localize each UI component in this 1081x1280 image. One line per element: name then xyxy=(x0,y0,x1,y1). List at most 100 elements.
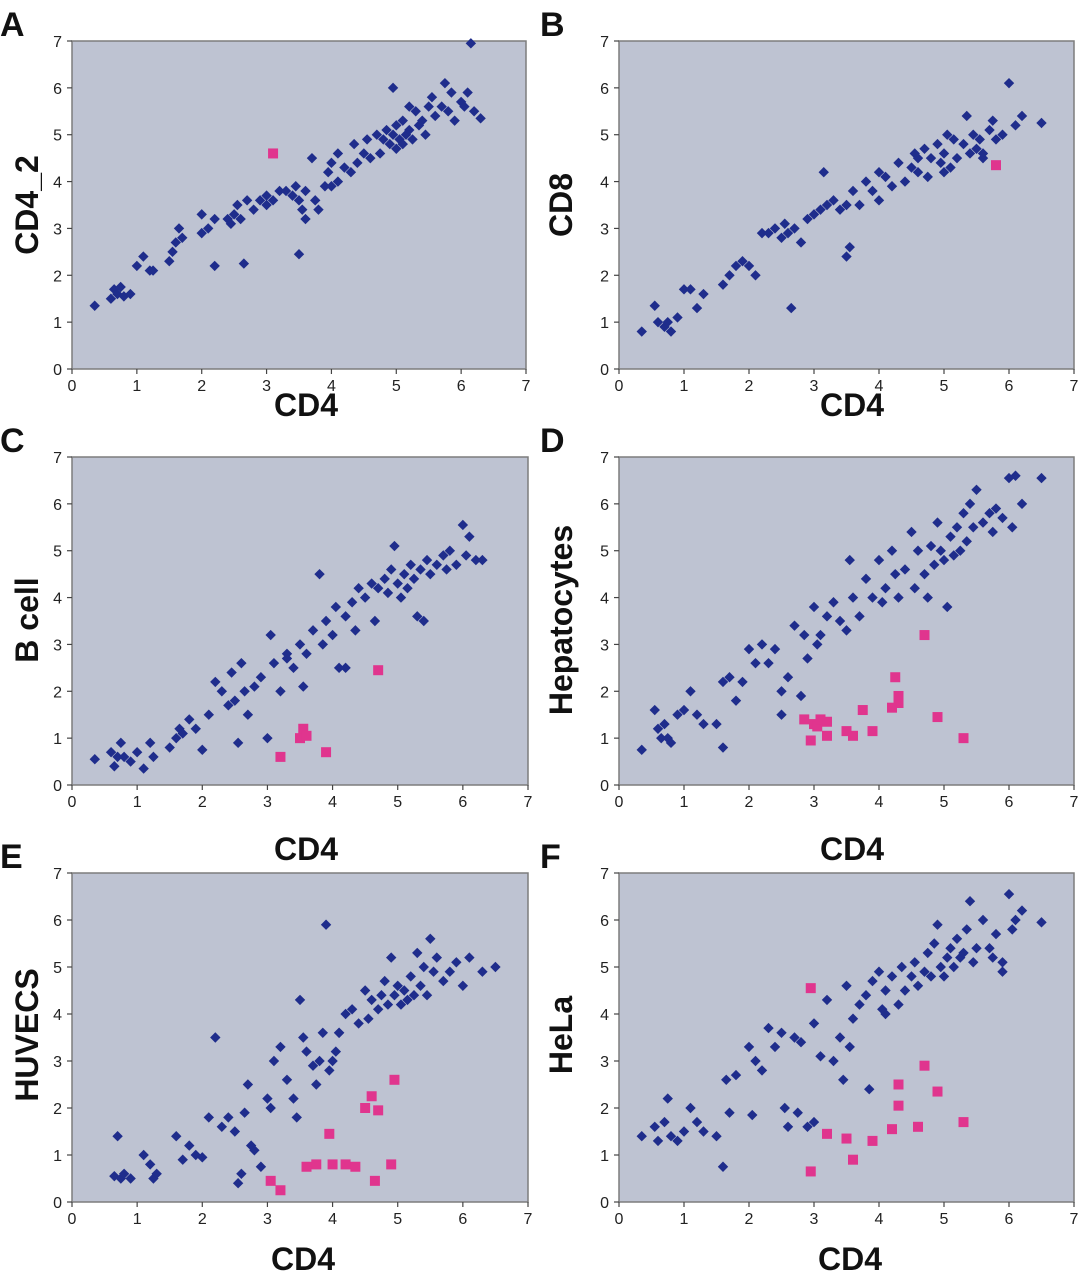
panel-letter: A xyxy=(0,6,25,44)
y-tick-label: 2 xyxy=(53,1101,62,1118)
data-point-blue xyxy=(821,611,833,622)
data-point-pink xyxy=(932,712,943,723)
data-point-blue xyxy=(737,256,748,267)
y-tick-label: 7 xyxy=(600,34,609,51)
data-point-blue xyxy=(395,999,407,1010)
data-point-blue xyxy=(942,601,953,613)
data-point-blue xyxy=(906,526,917,538)
x-tick-label: 3 xyxy=(810,378,819,395)
data-point-blue xyxy=(379,975,390,987)
data-point-blue xyxy=(802,653,813,664)
data-point-blue xyxy=(229,1126,241,1137)
data-point-blue xyxy=(225,218,237,229)
data-point-blue xyxy=(685,1102,696,1114)
data-point-blue xyxy=(929,938,940,949)
data-point-blue xyxy=(756,227,768,239)
data-point-pink xyxy=(815,714,826,725)
data-point-blue xyxy=(330,1046,342,1057)
y-axis-title: HeLa xyxy=(543,996,579,1074)
data-point-blue xyxy=(274,185,285,197)
data-point-blue xyxy=(659,718,670,730)
data-point-blue xyxy=(138,251,149,262)
data-point-blue xyxy=(268,1055,280,1067)
y-tick-label: 4 xyxy=(53,1007,62,1024)
data-point-blue xyxy=(314,1055,325,1067)
x-tick-label: 1 xyxy=(133,1211,142,1228)
x-tick-label: 7 xyxy=(524,1211,533,1228)
data-point-blue xyxy=(698,718,709,730)
data-point-blue xyxy=(196,209,207,220)
data-point-blue xyxy=(730,695,742,706)
data-point-blue xyxy=(711,718,722,730)
panel-c: C 0 1 2 3 4 5 6 7 0 1 2 3 4 5 6 7 CD4 B cell xyxy=(0,422,533,867)
data-point-blue xyxy=(1016,905,1028,916)
data-point-blue xyxy=(358,148,370,159)
data-point-blue xyxy=(877,597,888,608)
data-point-blue xyxy=(942,952,953,963)
x-tick-label: 0 xyxy=(615,378,624,395)
data-point-blue xyxy=(330,601,342,613)
marks-layer xyxy=(636,888,1047,1177)
data-point-blue xyxy=(438,975,449,987)
data-point-blue xyxy=(138,1149,149,1161)
panel-letter: D xyxy=(540,422,565,460)
data-point-blue xyxy=(685,686,696,697)
data-point-blue xyxy=(747,1109,758,1121)
data-point-blue xyxy=(743,260,755,272)
data-point-blue xyxy=(672,1135,683,1147)
data-point-blue xyxy=(281,1074,293,1085)
data-point-blue xyxy=(802,213,813,225)
data-point-blue xyxy=(112,751,123,763)
data-point-blue xyxy=(412,947,423,959)
data-point-blue xyxy=(899,564,911,575)
data-point-blue xyxy=(935,545,946,556)
data-point-blue xyxy=(672,709,683,720)
data-point-blue xyxy=(236,657,247,669)
y-tick-label: 6 xyxy=(600,497,609,514)
x-tick-label: 6 xyxy=(458,1211,467,1228)
data-point-blue xyxy=(245,1140,257,1151)
data-point-blue xyxy=(421,990,433,1001)
data-point-pink xyxy=(324,1128,335,1139)
data-point-blue xyxy=(333,1027,345,1038)
data-point-blue xyxy=(177,728,188,739)
y-tick-label: 5 xyxy=(53,128,62,145)
data-point-blue xyxy=(307,625,319,636)
data-point-blue xyxy=(968,129,979,140)
x-tick-label: 2 xyxy=(745,1211,754,1228)
data-point-blue xyxy=(847,1013,859,1024)
data-point-blue xyxy=(239,1107,250,1118)
data-point-blue xyxy=(210,676,221,688)
x-tick-label: 3 xyxy=(263,794,272,811)
data-point-pink xyxy=(822,716,832,727)
data-point-blue xyxy=(288,662,299,674)
data-point-blue xyxy=(407,134,418,145)
data-point-blue xyxy=(405,971,416,982)
data-point-blue xyxy=(457,980,469,991)
data-point-blue xyxy=(938,167,950,178)
data-point-blue xyxy=(209,213,220,225)
data-point-blue xyxy=(468,106,480,117)
data-point-pink xyxy=(366,1091,377,1102)
data-point-blue xyxy=(311,1079,322,1090)
data-point-blue xyxy=(298,1032,309,1043)
data-point-blue xyxy=(724,270,735,281)
data-point-pink xyxy=(848,730,858,741)
data-point-blue xyxy=(945,531,956,542)
data-point-pink xyxy=(805,983,816,994)
data-point-blue xyxy=(880,583,891,594)
data-point-blue xyxy=(196,227,207,239)
data-point-blue xyxy=(326,157,337,169)
y-tick-label: 5 xyxy=(600,128,609,145)
data-point-blue xyxy=(795,1037,807,1048)
data-point-pink xyxy=(301,1161,312,1172)
data-point-blue xyxy=(961,536,972,547)
data-point-blue xyxy=(404,101,415,112)
y-tick-label: 5 xyxy=(53,960,62,977)
data-point-blue xyxy=(436,101,447,112)
x-tick-label: 3 xyxy=(263,1211,272,1228)
data-point-blue xyxy=(977,148,989,159)
data-point-blue xyxy=(374,148,386,159)
data-point-blue xyxy=(922,171,933,183)
data-point-blue xyxy=(446,87,457,98)
